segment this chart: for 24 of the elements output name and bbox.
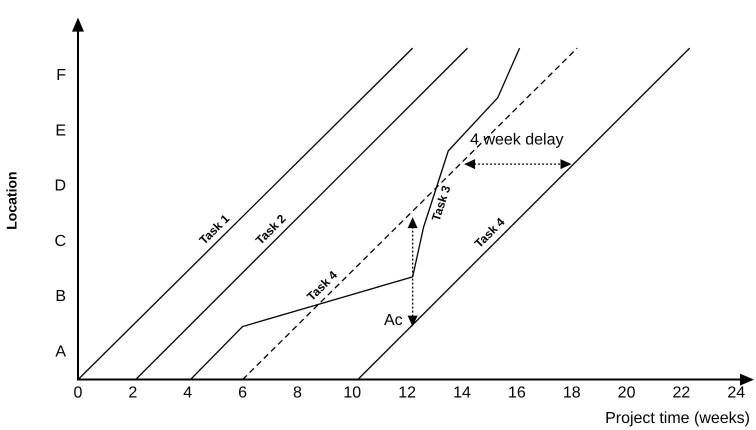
category-label: E: [55, 122, 66, 140]
annotation: 4 week delay: [470, 132, 564, 149]
x-tick-label: 20: [618, 384, 636, 402]
y-axis-title: Location: [3, 171, 20, 230]
text: Task 3: [428, 183, 454, 223]
x-tick-label: 16: [508, 384, 526, 402]
annotation: Ac: [384, 312, 403, 329]
x-tick-label: 0: [74, 384, 83, 402]
x-tick-label: 4: [183, 384, 192, 402]
category-label: A: [55, 343, 66, 360]
x-tick-label: 10: [343, 384, 362, 402]
category-label: B: [55, 288, 66, 306]
category-label: F: [56, 67, 66, 84]
x-tick-label: 6: [238, 384, 248, 402]
x-tick-label: 18: [562, 384, 581, 402]
x-tick-label: 24: [727, 384, 746, 402]
x-tick-label: 14: [453, 384, 471, 402]
x-tick-label: 2: [128, 384, 138, 402]
x-tick-label: 8: [292, 384, 302, 402]
x-tick-label: 22: [672, 384, 690, 402]
x-axis-title: Project time (weeks): [605, 410, 750, 427]
x-tick-label: 12: [398, 384, 416, 402]
category-label: D: [54, 178, 66, 195]
category-label: C: [54, 232, 66, 250]
